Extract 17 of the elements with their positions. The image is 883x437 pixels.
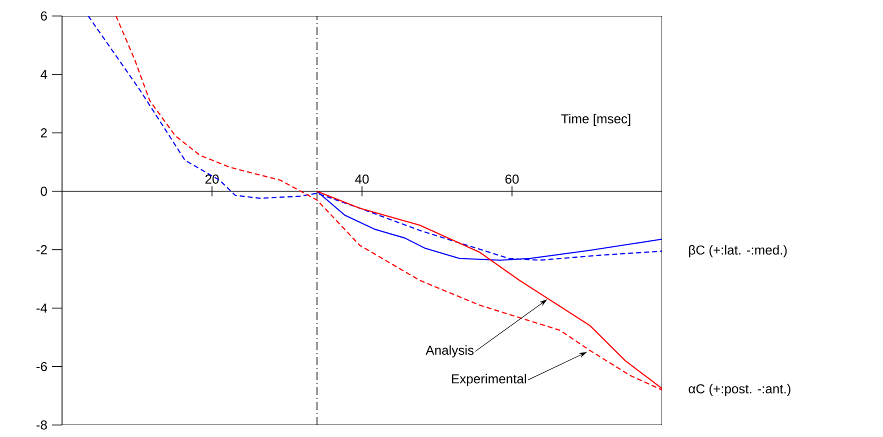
x-axis-title: Time [msec]: [561, 114, 630, 126]
annotation: Analysis: [426, 345, 474, 358]
y-tick-label: 2: [40, 128, 47, 138]
y-tick-label: -2: [36, 245, 47, 254]
annotation: βC (+:lat. -:med.): [689, 245, 787, 258]
x-tick-label: 60: [505, 174, 519, 184]
y-tick-label: 0: [40, 186, 47, 196]
y-tick-label: -8: [36, 420, 47, 430]
line-series: [88, 16, 662, 261]
annotation: αC (+:post. -:ant.): [688, 384, 790, 396]
y-tick-label: 4: [40, 70, 48, 79]
x-tick-label: 40: [355, 174, 369, 184]
x-tick-label: 20: [205, 174, 219, 184]
y-tick-label: -4: [36, 304, 48, 313]
y-tick-label: -6: [36, 362, 47, 372]
y-tick-label: 6: [40, 11, 47, 21]
annotation: Experimental: [452, 374, 526, 386]
